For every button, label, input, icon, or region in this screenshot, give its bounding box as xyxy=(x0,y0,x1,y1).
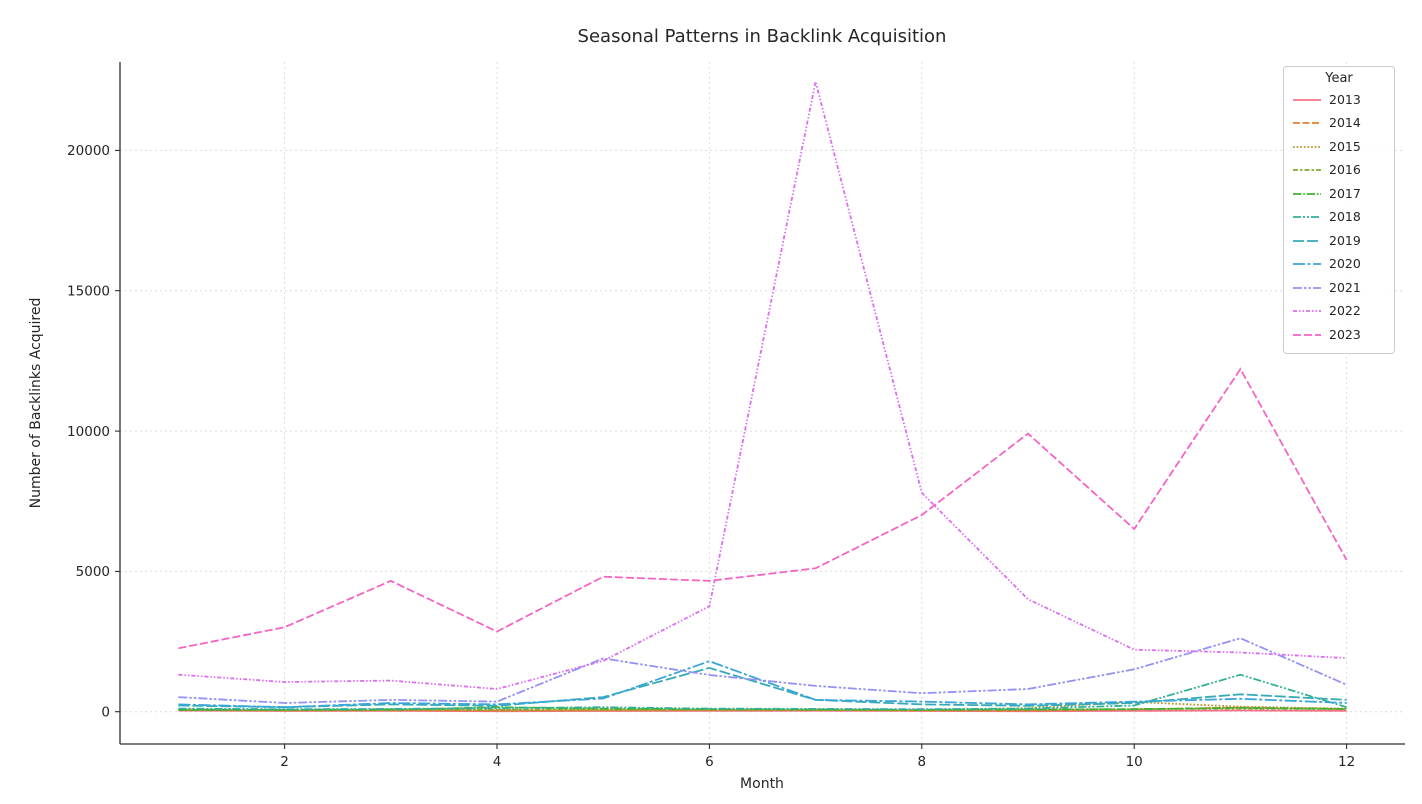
legend: Year 2013 2014 2015 2016 2017 2018 2019 2020 202… xyxy=(1283,66,1395,354)
legend-entry-2022: 2022 xyxy=(1292,300,1386,324)
legend-line-sample xyxy=(1293,169,1321,172)
legend-line-sample xyxy=(1293,122,1321,125)
series-line-2023 xyxy=(178,367,1348,650)
legend-entry-2015: 2015 xyxy=(1292,135,1386,159)
y-tick-label: 5000 xyxy=(76,564,110,580)
y-tick-label: 20000 xyxy=(67,143,110,159)
legend-line-sample xyxy=(1293,333,1321,336)
x-axis-label: Month xyxy=(740,776,784,792)
y-axis-label: Number of Backlinks Acquired xyxy=(28,297,44,509)
x-tick-label: 10 xyxy=(1126,754,1143,770)
x-tick-label: 4 xyxy=(493,754,502,770)
legend-entry-2018: 2018 xyxy=(1292,206,1386,230)
legend-label: 2021 xyxy=(1329,279,1361,295)
x-tick-label: 6 xyxy=(705,754,714,770)
legend-label: 2023 xyxy=(1329,326,1361,342)
legend-entry-2014: 2014 xyxy=(1292,112,1386,136)
series-line-2020 xyxy=(178,660,1347,709)
legend-entry-2016: 2016 xyxy=(1292,159,1386,183)
x-tick-label: 12 xyxy=(1338,754,1355,770)
legend-entry-2020: 2020 xyxy=(1292,253,1386,277)
legend-line-sample xyxy=(1293,98,1321,101)
legend-line-sample xyxy=(1293,310,1321,313)
legend-line-sample xyxy=(1293,216,1321,219)
legend-entry-2023: 2023 xyxy=(1292,323,1386,347)
y-tick-label: 15000 xyxy=(67,283,110,299)
y-tick-label: 0 xyxy=(101,704,110,720)
legend-entry-2017: 2017 xyxy=(1292,182,1386,206)
legend-label: 2020 xyxy=(1329,256,1361,271)
chart-title: Seasonal Patterns in Backlink Acquisitio… xyxy=(577,26,947,47)
legend-entry-2013: 2013 xyxy=(1292,88,1386,112)
legend-title: Year xyxy=(1325,71,1353,86)
legend-label: 2017 xyxy=(1329,185,1361,201)
series-line-2021 xyxy=(178,637,1347,704)
legend-label: 2022 xyxy=(1329,303,1361,318)
series-line-2022 xyxy=(178,81,1347,690)
series-line-2017 xyxy=(178,706,1347,711)
legend-line-sample xyxy=(1293,286,1321,289)
x-tick-label: 2 xyxy=(280,754,289,770)
legend-line-sample xyxy=(1293,263,1321,266)
legend-entry-2019: 2019 xyxy=(1292,229,1386,253)
legend-label: 2019 xyxy=(1329,232,1361,248)
legend-entries: 2013 2014 2015 2016 2017 2018 2019 2020 2021 2022… xyxy=(1292,88,1386,347)
legend-label: 2015 xyxy=(1329,138,1361,154)
legend-label: 2016 xyxy=(1329,162,1361,177)
legend-label: 2018 xyxy=(1329,209,1361,224)
legend-line-sample xyxy=(1293,192,1321,195)
x-tick-label: 8 xyxy=(918,754,927,770)
legend-line-sample xyxy=(1293,239,1321,242)
legend-label: 2013 xyxy=(1329,91,1361,107)
y-tick-label: 10000 xyxy=(67,424,110,440)
legend-label: 2014 xyxy=(1329,115,1361,130)
legend-line-sample xyxy=(1293,145,1321,148)
legend-entry-2021: 2021 xyxy=(1292,276,1386,300)
